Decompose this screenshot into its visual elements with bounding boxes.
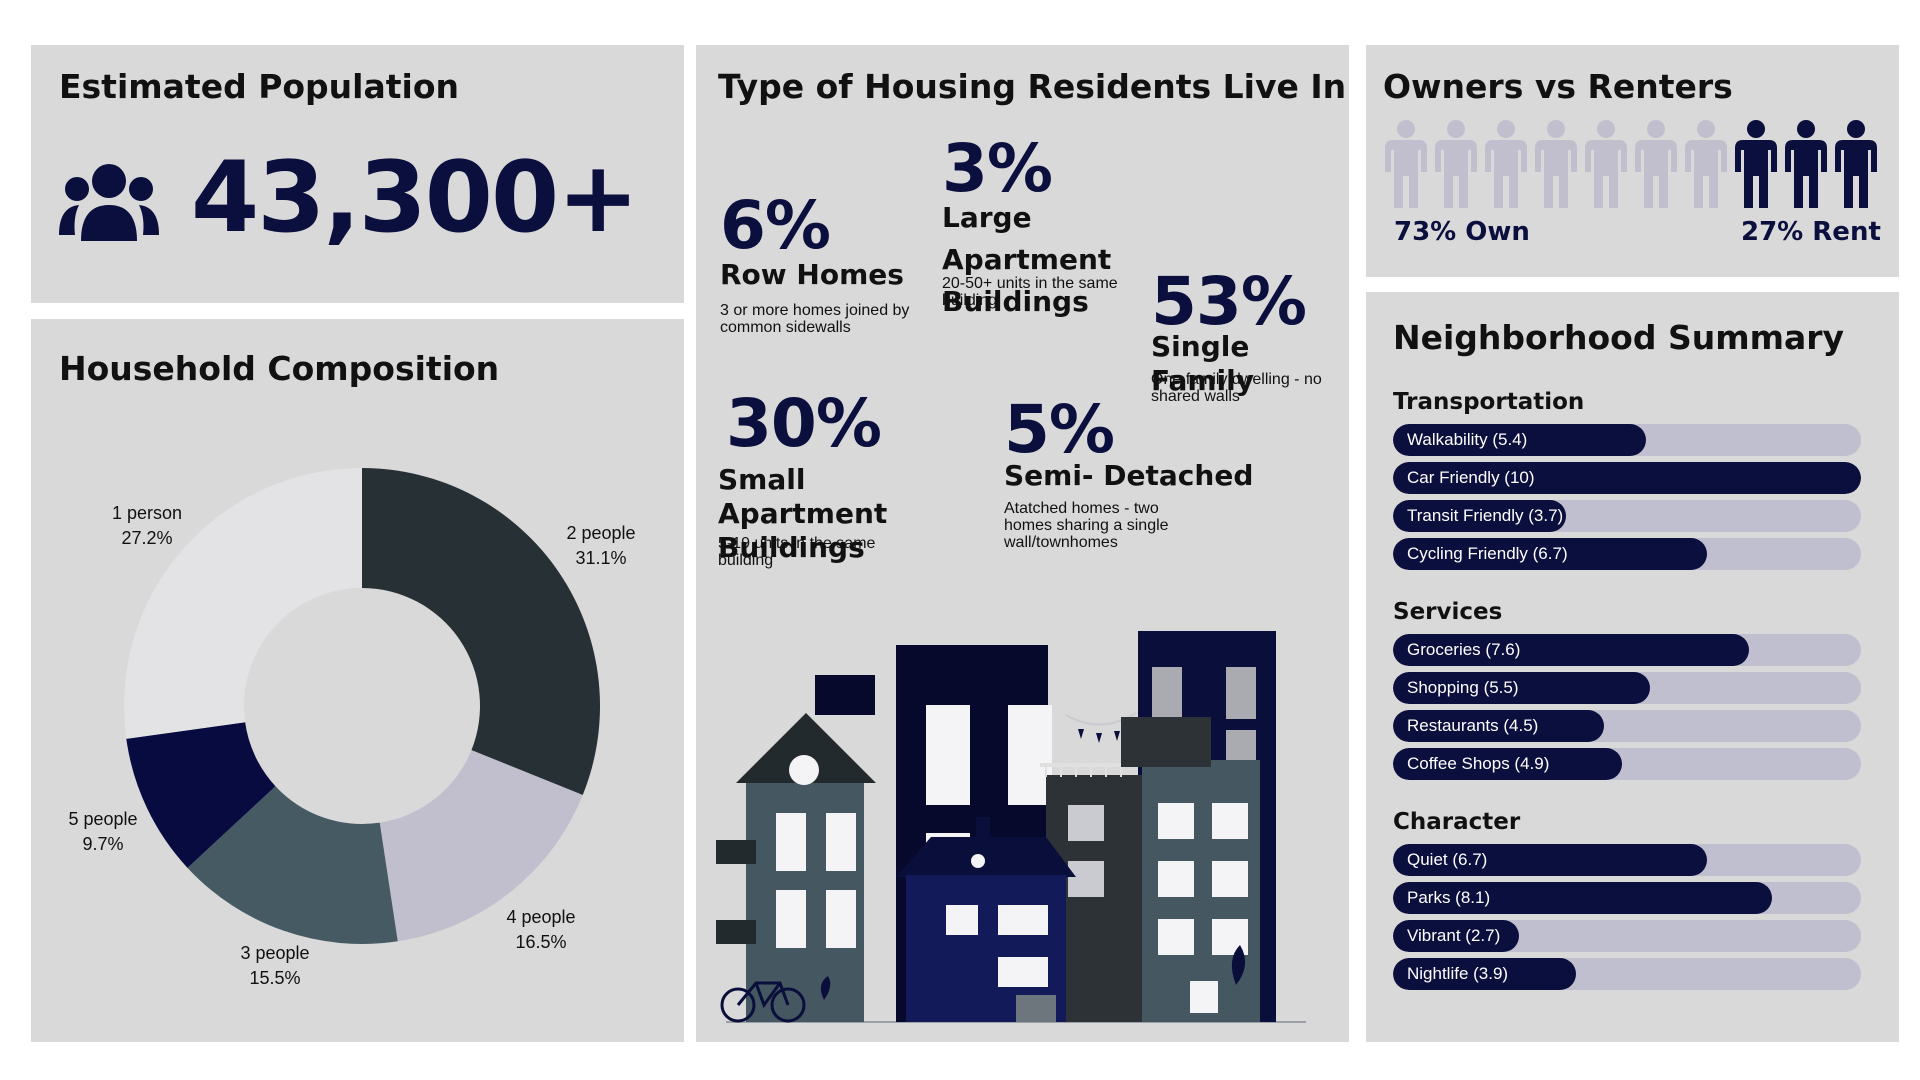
donut-slice-percent: 16.5%: [515, 932, 566, 952]
donut-slice-percent: 31.1%: [575, 548, 626, 568]
summary-score-fill: [1393, 500, 1567, 532]
city-buildings-illustration: [716, 631, 1306, 1023]
summary-score-label: Cycling Friendly (6.7): [1407, 544, 1568, 563]
semi-detached-name: Semi- Detached: [1004, 459, 1254, 492]
owners-people-chart: [1383, 120, 1883, 208]
row-homes-name: Row Homes: [720, 258, 904, 291]
own-label: 73% Own: [1394, 217, 1530, 247]
summary-score-fill: [1393, 634, 1749, 666]
summary-title: Neighborhood Summary: [1393, 318, 1845, 357]
large-apartment-name: Large Apartment Buildings: [942, 201, 1112, 318]
small-apartment-desc: 5-19 units in the same building: [718, 535, 876, 569]
donut-slice-label: 1 person: [112, 503, 182, 523]
rent-label: 27% Rent: [1741, 217, 1881, 247]
summary-score-bar: Vibrant (2.7): [1393, 920, 1861, 952]
single-family-name: Single Family: [1151, 330, 1255, 397]
summary-score-label: Restaurants (4.5): [1407, 716, 1539, 735]
donut-slice: [362, 468, 600, 796]
donut-slice: [123, 468, 362, 739]
summary-score-label: Parks (8.1): [1407, 888, 1491, 907]
summary-section-title: Transportation: [1393, 389, 1585, 415]
owner-person-icon: [1633, 120, 1679, 213]
donut-slice: [126, 722, 276, 868]
summary-score-bar: Shopping (5.5): [1393, 672, 1861, 704]
owner-person-icon: [1683, 120, 1729, 213]
large-apartment-desc: 20-50+ units in the same building: [942, 275, 1118, 309]
summary-score-label: Coffee Shops (4.9): [1407, 754, 1550, 773]
owner-person-icon: [1483, 120, 1529, 213]
summary-score-bar: Groceries (7.6): [1393, 634, 1861, 666]
summary-score-bar: Parks (8.1): [1393, 882, 1861, 914]
donut-slice-label: 3 people: [240, 943, 309, 963]
summary-score-fill: [1393, 672, 1651, 704]
owner-person-icon: [1533, 120, 1579, 213]
summary-score-fill: [1393, 424, 1646, 456]
summary-score-label: Quiet (6.7): [1407, 850, 1488, 869]
renter-person-icon: [1833, 120, 1879, 213]
summary-section-title: Services: [1393, 599, 1503, 625]
summary-score-label: Vibrant (2.7): [1407, 926, 1501, 945]
household-panel: Household Composition 2 people 31.1% 4 peo…: [31, 319, 684, 1042]
renter-person-icon: [1783, 120, 1829, 213]
row-homes-desc: 3 or more homes joined by common sidewal…: [720, 302, 910, 336]
renter-person-icon: [1733, 120, 1779, 213]
summary-score-bar: Transit Friendly (3.7): [1393, 500, 1861, 532]
single-family-pct: 53%: [1151, 263, 1307, 340]
household-donut-chart: 2 people 31.1% 4 people 16.5% 3 people 15.5% 5…: [68, 468, 636, 988]
owners-title: Owners vs Renters: [1383, 67, 1733, 106]
summary-score-fill: [1393, 958, 1576, 990]
summary-score-label: Car Friendly (10): [1407, 468, 1535, 487]
household-title: Household Composition: [59, 349, 500, 388]
summary-score-fill: [1393, 844, 1707, 876]
small-apartment-name: Small Apartment Buildings: [718, 463, 888, 564]
summary-score-bar: Coffee Shops (4.9): [1393, 748, 1861, 780]
owner-person-icon: [1583, 120, 1629, 213]
owner-person-icon: [1383, 120, 1429, 213]
summary-score-fill: [1393, 882, 1773, 914]
summary-score-fill: [1393, 710, 1604, 742]
row-homes-pct: 6%: [720, 187, 831, 264]
donut-slice-percent: 9.7%: [82, 834, 123, 854]
semi-detached-desc: Atatched homes - two homes sharing a sin…: [1004, 500, 1169, 551]
donut-slice-percent: 15.5%: [249, 968, 300, 988]
donut-slice-label: 4 people: [506, 907, 575, 927]
summary-score-label: Walkability (5.4): [1407, 430, 1528, 449]
owners-panel: Owners vs Renters: [1366, 45, 1899, 277]
donut-slice-label: 2 people: [566, 523, 635, 543]
summary-score-bar: Car Friendly (10): [1393, 462, 1861, 494]
small-apartment-pct: 30%: [726, 385, 882, 462]
population-title: Estimated Population: [59, 67, 459, 106]
summary-score-bar: Restaurants (4.5): [1393, 710, 1861, 742]
summary-panel: Neighborhood Summary Transportation Walka…: [1366, 292, 1899, 1042]
donut-slice-label: 5 people: [68, 809, 137, 829]
population-value: 43,300+: [191, 141, 639, 255]
owner-person-icon: [1433, 120, 1479, 213]
large-apartment-pct: 3%: [942, 130, 1053, 207]
summary-score-label: Groceries (7.6): [1407, 640, 1521, 659]
people-group-icon: [59, 164, 159, 241]
semi-detached-pct: 5%: [1004, 391, 1115, 468]
donut-slice: [379, 750, 583, 942]
donut-slice-percent: 27.2%: [121, 528, 172, 548]
summary-score-label: Transit Friendly (3.7): [1407, 506, 1564, 525]
summary-score-fill: [1393, 462, 1861, 494]
summary-score-fill: [1393, 920, 1520, 952]
summary-score-fill: [1393, 538, 1707, 570]
summary-score-label: Shopping (5.5): [1407, 678, 1519, 697]
summary-score-fill: [1393, 748, 1623, 780]
single-family-desc: One family dwelling - no shared walls: [1151, 371, 1322, 405]
housing-panel: Type of Housing Residents Live In 6% Row…: [696, 45, 1349, 1042]
summary-score-bar: Quiet (6.7): [1393, 844, 1861, 876]
population-panel: Estimated Population 43,300+: [31, 45, 684, 303]
summary-score-bar: Nightlife (3.9): [1393, 958, 1861, 990]
housing-title: Type of Housing Residents Live In: [718, 67, 1347, 106]
summary-score-label: Nightlife (3.9): [1407, 964, 1509, 983]
donut-slice: [187, 786, 398, 944]
summary-section-title: Character: [1393, 809, 1521, 835]
summary-score-bar: Cycling Friendly (6.7): [1393, 538, 1861, 570]
summary-score-bar: Walkability (5.4): [1393, 424, 1861, 456]
